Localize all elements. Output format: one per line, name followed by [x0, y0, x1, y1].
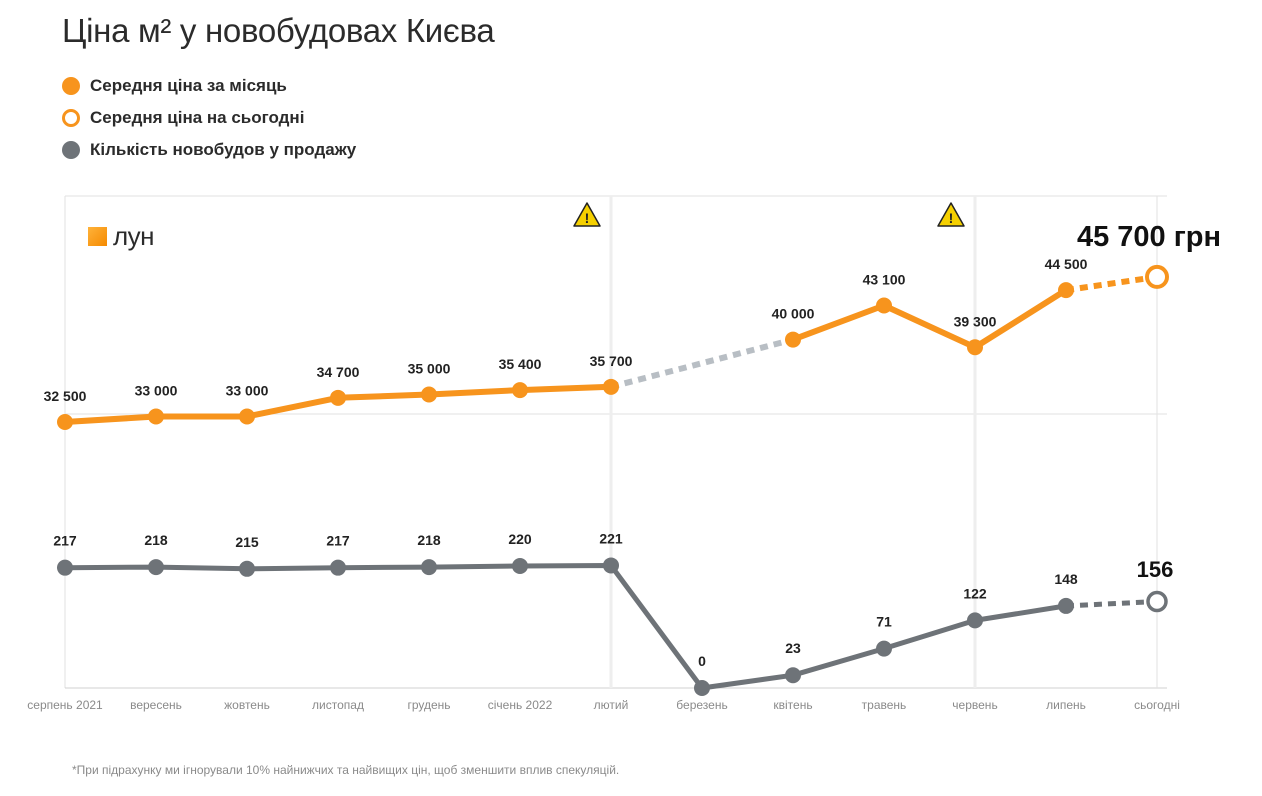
price-data-label: 44 500 [1045, 256, 1088, 272]
count-data-label: 217 [326, 533, 350, 549]
price-point [967, 339, 983, 356]
price-point [1058, 282, 1074, 299]
count-point [876, 640, 892, 657]
filled-orange-dot-icon [62, 77, 80, 95]
count-data-label: 71 [876, 614, 892, 630]
x-tick-label: квітень [773, 698, 812, 712]
count-point [239, 560, 255, 577]
x-tick-label: листопад [312, 698, 364, 712]
warning-icon: ! [937, 202, 965, 227]
warning-triangle [937, 202, 965, 227]
legend-item-building-count[interactable]: Кількість новобудов у продажу [62, 134, 356, 166]
price-data-label: 33 000 [226, 383, 269, 399]
count-data-label: 23 [785, 640, 801, 656]
price-gap-dashed-line [610, 336, 794, 390]
x-tick-label: жовтень [224, 698, 270, 712]
count-data-label: 221 [599, 530, 623, 546]
count-point [512, 558, 528, 575]
price-today-label: 45 700 грн [1077, 221, 1221, 253]
x-tick-label: серпень 2021 [27, 698, 103, 712]
price-data-label: 32 500 [44, 388, 87, 404]
price-data-label: 34 700 [317, 364, 360, 380]
count-data-label: 218 [417, 532, 441, 548]
price-point [57, 414, 73, 430]
count-data-label: 148 [1054, 571, 1078, 587]
price-point [876, 297, 892, 314]
price-point [421, 386, 437, 403]
x-tick-label: травень [862, 698, 907, 712]
count-data-label: 0 [698, 653, 706, 669]
count-point [967, 612, 983, 629]
lun-logo: лун [88, 221, 155, 251]
count-line [64, 563, 1067, 691]
count-data-label: 218 [144, 532, 168, 548]
price-point [512, 382, 528, 399]
price-today-point [1145, 264, 1169, 289]
x-tick-label: червень [952, 698, 997, 712]
warning-exclamation: ! [585, 210, 590, 226]
price-line-segment [791, 287, 1068, 351]
footnote: *При підрахунку ми ігнорували 10% найниж… [72, 763, 620, 777]
count-point [421, 559, 437, 576]
price-data-label: 35 400 [499, 356, 542, 372]
count-point [57, 559, 73, 576]
count-point [148, 559, 164, 576]
x-tick-label: грудень [407, 698, 450, 712]
legend-label: Середня ціна на сьогодні [90, 108, 305, 127]
lun-logo-square-icon [88, 226, 107, 246]
price-point [603, 378, 619, 395]
warning-triangle [573, 202, 601, 227]
chart-title: Ціна м² у новобудовах Києва [62, 12, 495, 49]
price-point [785, 331, 801, 348]
x-tick-label: вересень [130, 698, 182, 712]
count-point [785, 667, 801, 684]
count-today-dashed-line [1065, 599, 1158, 609]
price-data-label: 40 000 [772, 306, 815, 322]
count-data-label: 217 [53, 533, 77, 549]
x-tick-label: липень [1046, 698, 1086, 712]
legend-label: Кількість новобудов у продажу [90, 140, 357, 159]
count-data-label: 215 [235, 534, 259, 550]
legend-item-monthly-price[interactable]: Середня ціна за місяць [62, 70, 356, 102]
price-data-label: 35 700 [590, 353, 633, 369]
price-data-label: 35 000 [408, 361, 451, 377]
x-tick-label: січень 2022 [488, 698, 553, 712]
chart-legend: Середня ціна за місяць Середня ціна на с… [62, 70, 356, 166]
count-data-label: 122 [963, 585, 987, 601]
lun-logo-text: лун [113, 221, 155, 251]
price-data-label: 43 100 [863, 272, 906, 288]
count-today-point [1146, 590, 1168, 613]
price-today-dashed-line [1065, 273, 1158, 294]
price-point [239, 408, 255, 425]
x-tick-label: лютий [594, 698, 629, 712]
count-point [330, 559, 346, 576]
x-tick-label: березень [676, 698, 727, 712]
price-point [330, 389, 346, 406]
count-point [1058, 597, 1074, 614]
price-data-label: 39 300 [954, 313, 997, 329]
count-point [694, 680, 710, 696]
hollow-orange-dot-icon [62, 109, 80, 127]
count-today-label: 156 [1137, 557, 1174, 582]
warning-icon: ! [573, 202, 601, 227]
warning-exclamation: ! [949, 210, 954, 226]
price-data-label: 33 000 [135, 383, 178, 399]
filled-gray-dot-icon [62, 141, 80, 159]
x-tick-label: сьогодні [1134, 698, 1180, 712]
legend-label: Середня ціна за місяць [90, 76, 287, 95]
count-point [603, 557, 619, 574]
count-data-label: 220 [508, 531, 532, 547]
legend-item-today-price[interactable]: Середня ціна на сьогодні [62, 102, 356, 134]
price-point [148, 408, 164, 425]
